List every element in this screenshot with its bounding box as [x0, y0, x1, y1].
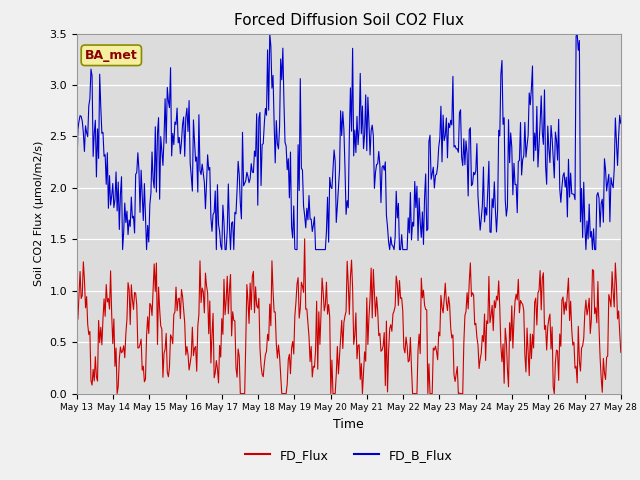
FD_Flux: [113, 391, 121, 396]
FD_Flux: [521, 352, 529, 358]
Line: FD_B_Flux: FD_B_Flux: [77, 34, 621, 250]
Legend: FD_Flux, FD_B_Flux: FD_Flux, FD_B_Flux: [240, 444, 458, 467]
FD_B_Flux: [333, 204, 341, 209]
FD_B_Flux: [73, 173, 81, 179]
Text: BA_met: BA_met: [85, 49, 138, 62]
FD_B_Flux: [617, 120, 625, 126]
FD_B_Flux: [399, 247, 406, 252]
FD_Flux: [606, 297, 614, 302]
FD_B_Flux: [606, 219, 614, 225]
FD_B_Flux: [266, 31, 274, 36]
FD_B_Flux: [119, 247, 127, 252]
Y-axis label: Soil CO2 Flux (μmol/m2/s): Soil CO2 Flux (μmol/m2/s): [34, 141, 44, 286]
FD_Flux: [301, 236, 308, 242]
FD_Flux: [399, 308, 406, 314]
FD_Flux: [333, 344, 341, 349]
X-axis label: Time: Time: [333, 418, 364, 431]
FD_Flux: [369, 266, 377, 272]
FD_Flux: [73, 315, 81, 321]
FD_B_Flux: [521, 120, 529, 125]
FD_Flux: [337, 334, 344, 339]
Title: Forced Diffusion Soil CO2 Flux: Forced Diffusion Soil CO2 Flux: [234, 13, 464, 28]
FD_Flux: [617, 349, 625, 355]
FD_B_Flux: [337, 108, 344, 114]
FD_B_Flux: [369, 133, 377, 139]
Line: FD_Flux: FD_Flux: [77, 239, 621, 394]
